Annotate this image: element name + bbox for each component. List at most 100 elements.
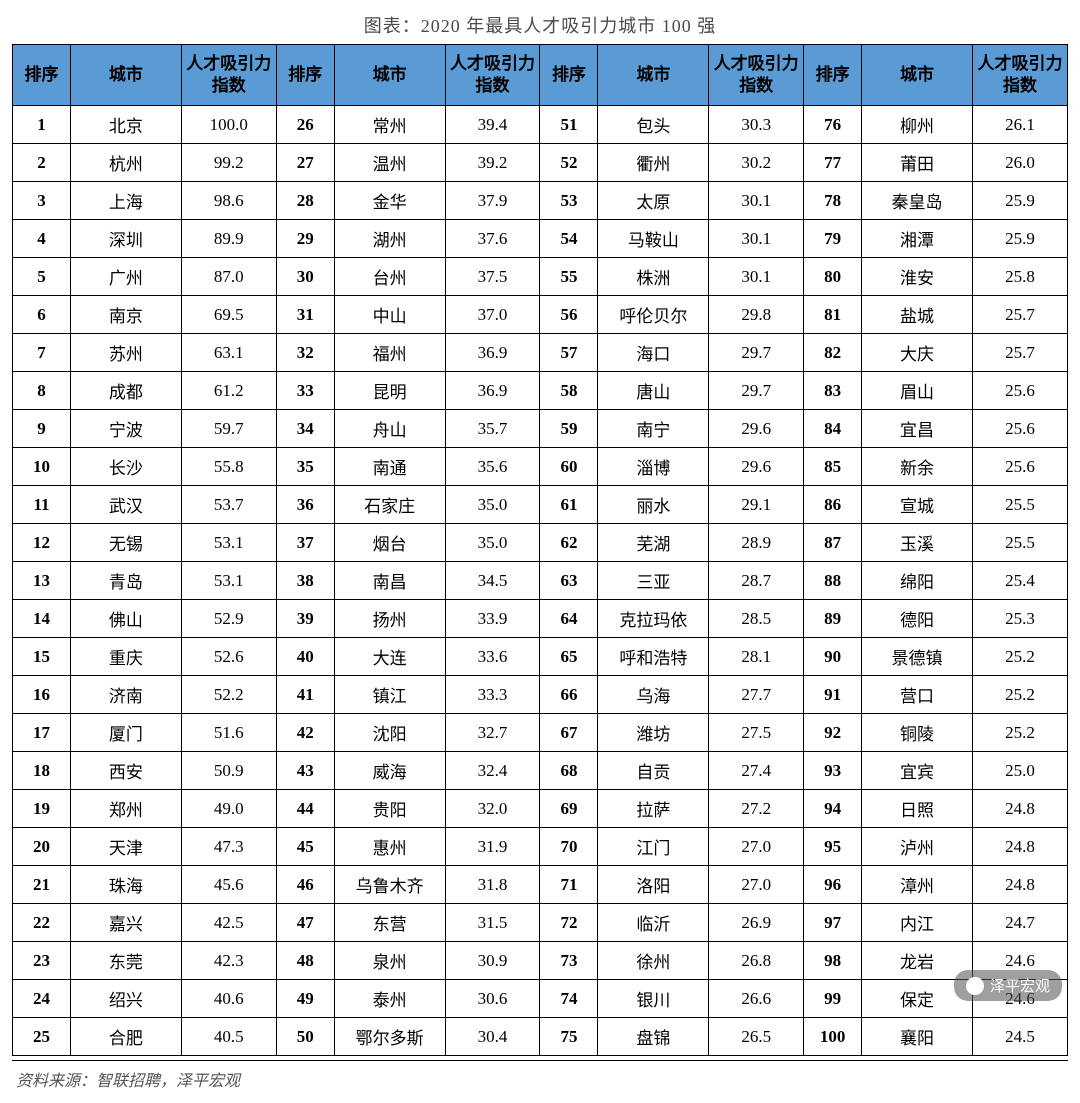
cell-city: 南昌 xyxy=(334,562,445,600)
cell-city: 东营 xyxy=(334,904,445,942)
cell-city: 株洲 xyxy=(598,258,709,296)
cell-rank: 54 xyxy=(540,220,598,258)
cell-city: 景德镇 xyxy=(862,638,973,676)
cell-index: 52.6 xyxy=(181,638,276,676)
cell-rank: 82 xyxy=(804,334,862,372)
cell-city: 马鞍山 xyxy=(598,220,709,258)
table-row: 7苏州63.132福州36.957海口29.782大庆25.7 xyxy=(13,334,1068,372)
table-row: 10长沙55.835南通35.660淄博29.685新余25.6 xyxy=(13,448,1068,486)
cell-city: 台州 xyxy=(334,258,445,296)
cell-rank: 28 xyxy=(276,182,334,220)
cell-index: 35.6 xyxy=(445,448,540,486)
cell-rank: 47 xyxy=(276,904,334,942)
col-rank: 排序 xyxy=(13,45,71,106)
watermark-icon xyxy=(966,977,984,995)
cell-index: 25.9 xyxy=(972,220,1067,258)
watermark-text: 泽平宏观 xyxy=(990,975,1050,996)
cell-city: 温州 xyxy=(334,144,445,182)
cell-rank: 3 xyxy=(13,182,71,220)
cell-index: 32.7 xyxy=(445,714,540,752)
cell-index: 59.7 xyxy=(181,410,276,448)
cell-index: 29.6 xyxy=(709,410,804,448)
cell-city: 漳州 xyxy=(862,866,973,904)
cell-index: 42.3 xyxy=(181,942,276,980)
cell-city: 湘潭 xyxy=(862,220,973,258)
cell-city: 营口 xyxy=(862,676,973,714)
cell-city: 中山 xyxy=(334,296,445,334)
cell-rank: 38 xyxy=(276,562,334,600)
cell-city: 合肥 xyxy=(71,1018,182,1056)
cell-index: 34.5 xyxy=(445,562,540,600)
cell-rank: 81 xyxy=(804,296,862,334)
cell-rank: 72 xyxy=(540,904,598,942)
cell-rank: 26 xyxy=(276,106,334,144)
cell-city: 淄博 xyxy=(598,448,709,486)
cell-city: 昆明 xyxy=(334,372,445,410)
cell-index: 27.2 xyxy=(709,790,804,828)
col-index: 人才吸引力指数 xyxy=(972,45,1067,106)
cell-rank: 85 xyxy=(804,448,862,486)
cell-rank: 71 xyxy=(540,866,598,904)
cell-index: 28.5 xyxy=(709,600,804,638)
cell-index: 39.4 xyxy=(445,106,540,144)
cell-index: 30.3 xyxy=(709,106,804,144)
table-row: 23东莞42.348泉州30.973徐州26.898龙岩24.6 xyxy=(13,942,1068,980)
cell-index: 32.4 xyxy=(445,752,540,790)
cell-city: 天津 xyxy=(71,828,182,866)
cell-index: 47.3 xyxy=(181,828,276,866)
cell-city: 银川 xyxy=(598,980,709,1018)
cell-city: 镇江 xyxy=(334,676,445,714)
cell-rank: 100 xyxy=(804,1018,862,1056)
table-row: 14佛山52.939扬州33.964克拉玛依28.589德阳25.3 xyxy=(13,600,1068,638)
cell-index: 33.3 xyxy=(445,676,540,714)
cell-city: 泉州 xyxy=(334,942,445,980)
cell-city: 德阳 xyxy=(862,600,973,638)
cell-rank: 1 xyxy=(13,106,71,144)
cell-rank: 44 xyxy=(276,790,334,828)
cell-index: 37.9 xyxy=(445,182,540,220)
cell-index: 29.6 xyxy=(709,448,804,486)
cell-index: 45.6 xyxy=(181,866,276,904)
table-row: 13青岛53.138南昌34.563三亚28.788绵阳25.4 xyxy=(13,562,1068,600)
table-row: 9宁波59.734舟山35.759南宁29.684宜昌25.6 xyxy=(13,410,1068,448)
data-source: 资料来源：智联招聘，泽平宏观 xyxy=(12,1067,1068,1091)
cell-index: 28.7 xyxy=(709,562,804,600)
cell-rank: 57 xyxy=(540,334,598,372)
cell-rank: 4 xyxy=(13,220,71,258)
table-row: 8成都61.233昆明36.958唐山29.783眉山25.6 xyxy=(13,372,1068,410)
cell-city: 石家庄 xyxy=(334,486,445,524)
table-row: 15重庆52.640大连33.665呼和浩特28.190景德镇25.2 xyxy=(13,638,1068,676)
cell-city: 舟山 xyxy=(334,410,445,448)
cell-index: 39.2 xyxy=(445,144,540,182)
table-row: 12无锡53.137烟台35.062芜湖28.987玉溪25.5 xyxy=(13,524,1068,562)
cell-city: 郑州 xyxy=(71,790,182,828)
cell-index: 69.5 xyxy=(181,296,276,334)
cell-rank: 16 xyxy=(13,676,71,714)
cell-rank: 9 xyxy=(13,410,71,448)
col-index: 人才吸引力指数 xyxy=(709,45,804,106)
cell-rank: 56 xyxy=(540,296,598,334)
cell-city: 玉溪 xyxy=(862,524,973,562)
cell-city: 泸州 xyxy=(862,828,973,866)
ranking-table: 排序 城市 人才吸引力指数 排序 城市 人才吸引力指数 排序 城市 人才吸引力指… xyxy=(12,44,1068,1056)
cell-index: 51.6 xyxy=(181,714,276,752)
header-row: 排序 城市 人才吸引力指数 排序 城市 人才吸引力指数 排序 城市 人才吸引力指… xyxy=(13,45,1068,106)
cell-city: 杭州 xyxy=(71,144,182,182)
col-rank: 排序 xyxy=(804,45,862,106)
cell-city: 绵阳 xyxy=(862,562,973,600)
cell-rank: 49 xyxy=(276,980,334,1018)
cell-city: 威海 xyxy=(334,752,445,790)
table-row: 6南京69.531中山37.056呼伦贝尔29.881盐城25.7 xyxy=(13,296,1068,334)
col-index: 人才吸引力指数 xyxy=(445,45,540,106)
cell-index: 33.6 xyxy=(445,638,540,676)
cell-rank: 46 xyxy=(276,866,334,904)
cell-index: 30.1 xyxy=(709,220,804,258)
cell-index: 25.7 xyxy=(972,334,1067,372)
cell-rank: 12 xyxy=(13,524,71,562)
cell-city: 乌海 xyxy=(598,676,709,714)
cell-city: 嘉兴 xyxy=(71,904,182,942)
cell-rank: 51 xyxy=(540,106,598,144)
cell-rank: 92 xyxy=(804,714,862,752)
cell-rank: 2 xyxy=(13,144,71,182)
cell-city: 眉山 xyxy=(862,372,973,410)
